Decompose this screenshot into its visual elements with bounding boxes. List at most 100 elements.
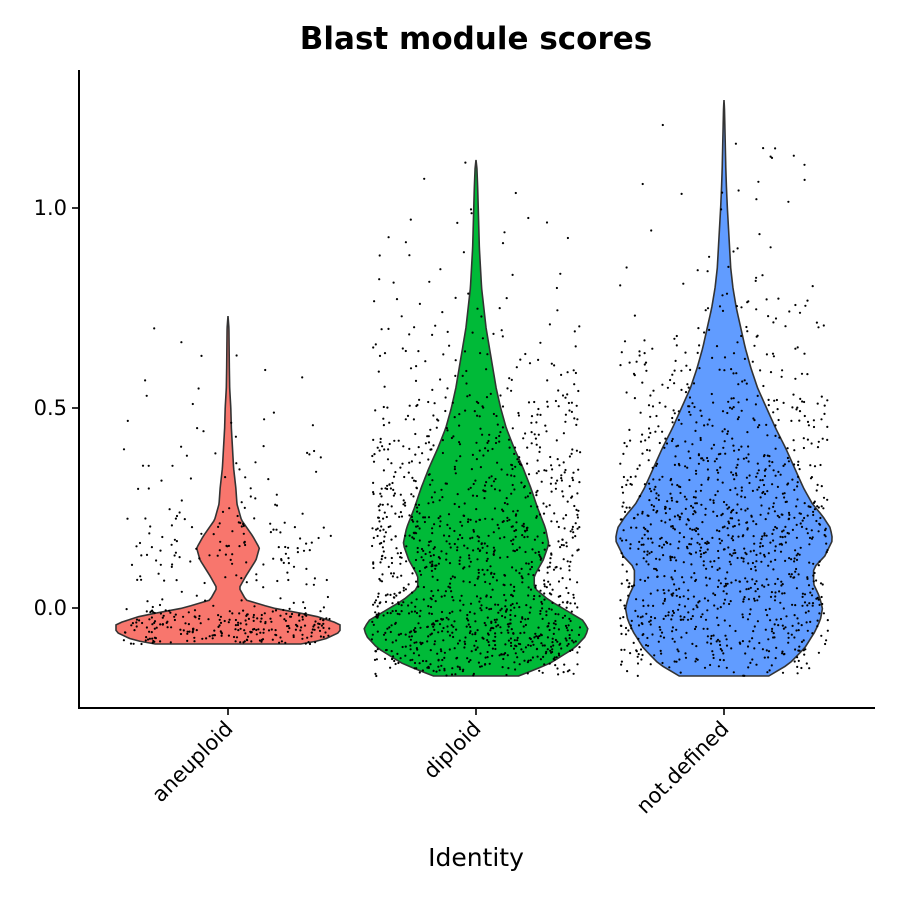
data-point xyxy=(301,637,304,640)
data-point xyxy=(735,372,738,375)
data-point xyxy=(256,617,259,620)
data-point xyxy=(478,600,481,603)
data-point xyxy=(687,597,690,601)
data-point xyxy=(386,484,389,487)
data-point xyxy=(382,528,385,531)
data-point xyxy=(550,476,553,479)
data-point xyxy=(757,469,760,472)
data-point xyxy=(574,345,577,348)
data-point xyxy=(494,644,497,647)
data-point xyxy=(809,620,812,624)
data-point xyxy=(780,513,783,516)
data-point xyxy=(240,599,243,602)
data-point xyxy=(571,479,575,482)
data-point xyxy=(409,367,413,370)
data-point xyxy=(481,636,484,639)
data-point xyxy=(423,177,426,180)
data-point xyxy=(408,447,411,450)
data-point xyxy=(577,468,580,471)
data-point xyxy=(522,486,526,489)
data-point xyxy=(508,446,511,449)
data-point xyxy=(521,577,524,580)
data-point xyxy=(514,652,517,655)
data-point xyxy=(736,341,739,344)
data-point xyxy=(504,599,507,602)
data-point xyxy=(736,418,740,421)
data-point xyxy=(799,397,802,400)
data-point xyxy=(740,486,743,489)
data-point xyxy=(402,445,405,448)
data-point xyxy=(433,643,436,646)
data-point xyxy=(562,544,565,547)
data-point xyxy=(519,632,522,635)
data-point xyxy=(704,507,707,510)
data-point xyxy=(431,532,434,535)
data-point xyxy=(756,620,760,623)
data-point xyxy=(389,630,392,634)
data-point xyxy=(648,499,651,502)
data-point xyxy=(430,590,433,593)
data-point xyxy=(553,512,556,515)
data-point xyxy=(170,524,173,527)
data-point xyxy=(493,618,496,622)
data-point xyxy=(716,638,720,641)
data-point xyxy=(553,627,556,630)
data-point xyxy=(657,640,660,643)
data-point xyxy=(770,630,774,633)
data-point xyxy=(717,549,720,553)
data-point xyxy=(472,549,475,552)
data-point xyxy=(371,527,374,530)
data-point xyxy=(824,527,827,530)
data-point xyxy=(736,556,739,560)
data-point xyxy=(187,623,190,626)
data-point xyxy=(462,251,465,254)
data-point xyxy=(636,615,640,618)
data-point xyxy=(313,449,316,453)
data-point xyxy=(671,556,674,559)
data-point xyxy=(689,527,692,530)
data-point xyxy=(506,629,509,632)
data-point xyxy=(805,527,808,531)
data-point xyxy=(545,221,549,224)
data-point xyxy=(670,618,673,621)
data-point xyxy=(525,562,528,565)
data-point xyxy=(422,586,425,589)
data-point xyxy=(526,495,530,498)
data-point xyxy=(178,511,181,514)
data-point xyxy=(374,672,377,676)
data-point xyxy=(784,525,787,529)
data-point xyxy=(730,511,733,514)
data-point xyxy=(808,602,811,605)
data-point xyxy=(542,512,546,515)
data-point xyxy=(748,613,751,616)
data-point xyxy=(404,633,407,636)
data-point xyxy=(453,465,456,468)
data-point xyxy=(621,491,625,494)
data-point xyxy=(198,617,201,620)
data-point xyxy=(787,517,791,520)
data-point xyxy=(475,400,478,403)
data-point xyxy=(252,616,255,619)
data-point xyxy=(232,635,236,639)
data-point xyxy=(383,535,386,538)
data-point xyxy=(510,628,513,631)
data-point xyxy=(622,529,625,532)
data-point xyxy=(670,593,673,596)
data-point xyxy=(541,671,544,674)
data-point xyxy=(565,545,568,548)
data-point xyxy=(676,444,680,447)
data-point xyxy=(376,648,379,651)
data-point xyxy=(218,618,221,621)
data-point xyxy=(420,556,423,559)
data-point xyxy=(505,673,508,677)
data-point xyxy=(284,641,287,645)
data-point xyxy=(456,221,459,224)
data-point xyxy=(147,464,150,467)
data-point xyxy=(513,446,517,449)
data-point xyxy=(543,579,546,582)
data-point xyxy=(218,624,221,627)
data-point xyxy=(305,583,308,586)
data-point xyxy=(803,178,806,181)
data-point xyxy=(554,664,557,667)
data-point xyxy=(384,600,388,604)
